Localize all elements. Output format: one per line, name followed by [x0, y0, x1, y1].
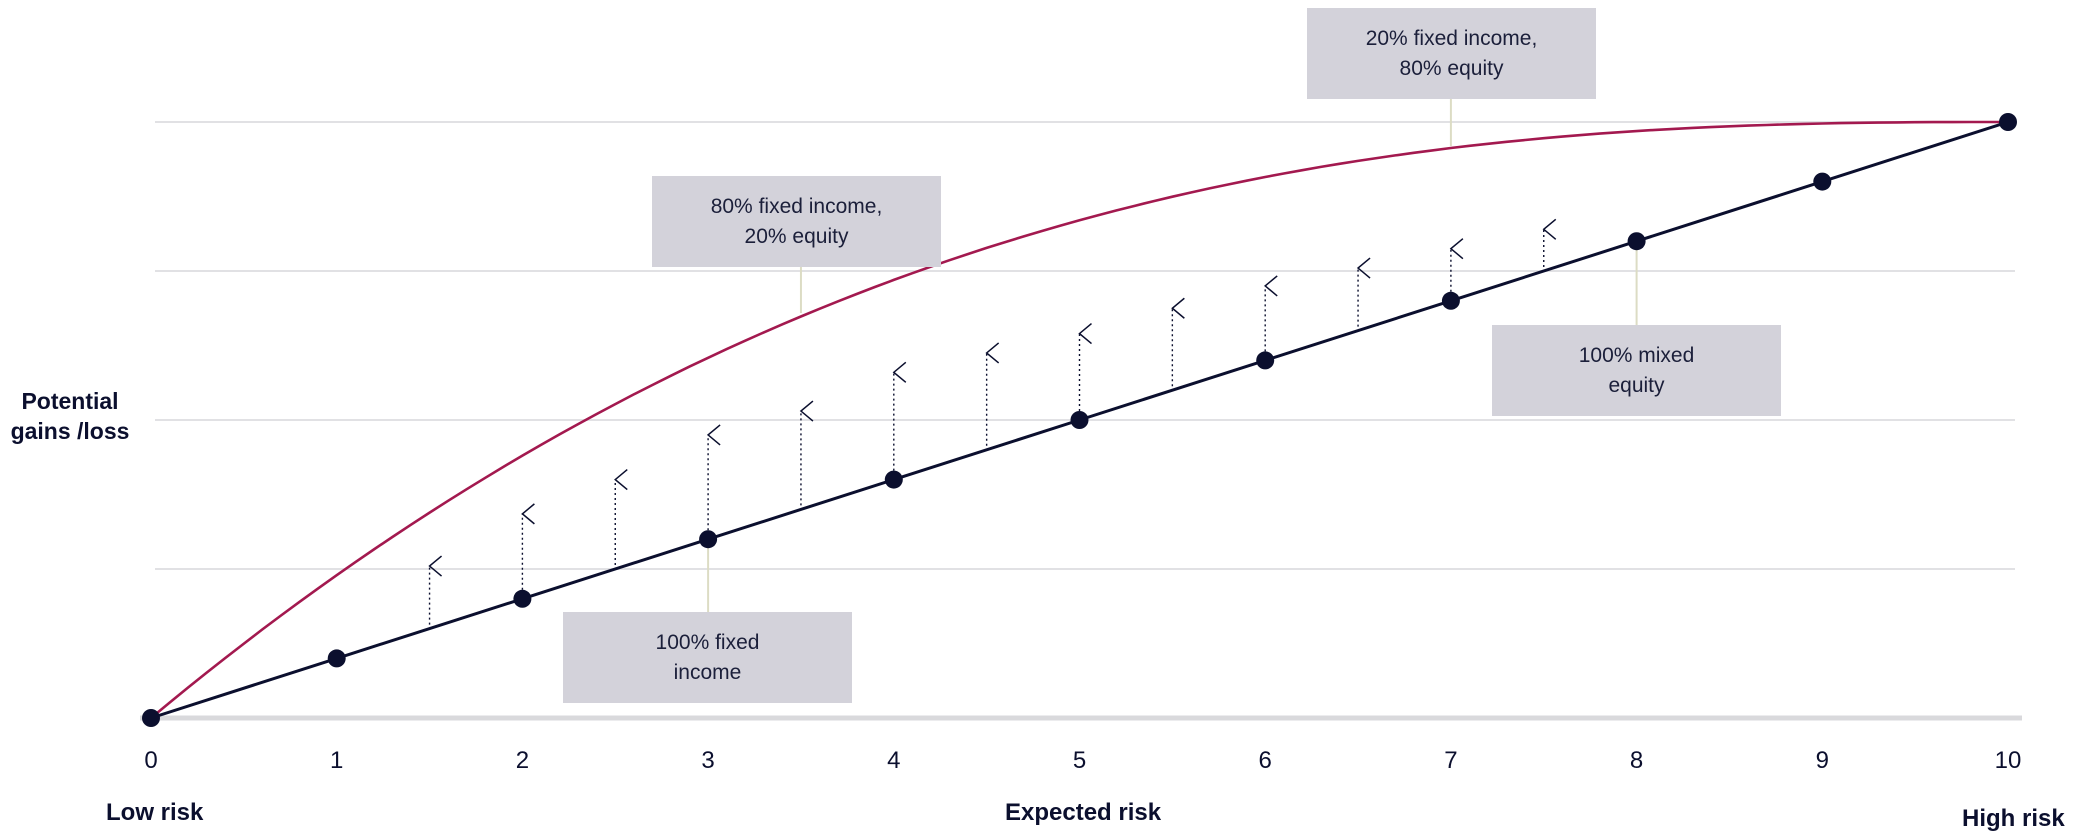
- high-risk-label: High risk: [1962, 805, 2065, 832]
- x-tick-label: 4: [887, 747, 900, 774]
- x-tick-label: 7: [1444, 747, 1457, 774]
- x-tick-label: 5: [1073, 747, 1086, 774]
- data-point: [1813, 172, 1832, 191]
- data-point: [1256, 351, 1275, 370]
- data-point: [1070, 411, 1089, 429]
- x-tick-label: 9: [1816, 747, 1829, 774]
- data-point: [513, 589, 532, 608]
- data-point: [327, 649, 346, 668]
- x-tick-label: 1: [330, 747, 343, 774]
- data-point: [699, 530, 718, 549]
- x-tick-label: 2: [516, 747, 529, 774]
- x-axis-label: Expected risk: [1005, 799, 1162, 826]
- callout-20-fixed-80-equity: 20% fixed income, 80% equity: [1307, 8, 1596, 99]
- callout-100-mixed-equity: 100% mixed equity: [1492, 325, 1781, 416]
- x-tick-label: 10: [1995, 747, 2022, 774]
- callout-100-fixed-income: 100% fixed income: [563, 612, 852, 703]
- data-point: [1627, 232, 1646, 251]
- x-tick-label: 8: [1630, 747, 1643, 774]
- x-tick-label: 0: [144, 747, 157, 774]
- y-axis-label: Potential gains /loss: [10, 388, 130, 444]
- portfolio-curve: [150, 120, 2008, 720]
- data-point: [1999, 113, 2017, 131]
- data-point: [142, 709, 160, 727]
- x-tick-label: 3: [701, 747, 714, 774]
- data-point: [884, 470, 903, 489]
- data-point: [1441, 291, 1460, 310]
- low-risk-label: Low risk: [106, 799, 204, 826]
- callout-80-fixed-20-equity: 80% fixed income, 20% equity: [652, 176, 941, 267]
- x-tick-label: 6: [1259, 747, 1272, 774]
